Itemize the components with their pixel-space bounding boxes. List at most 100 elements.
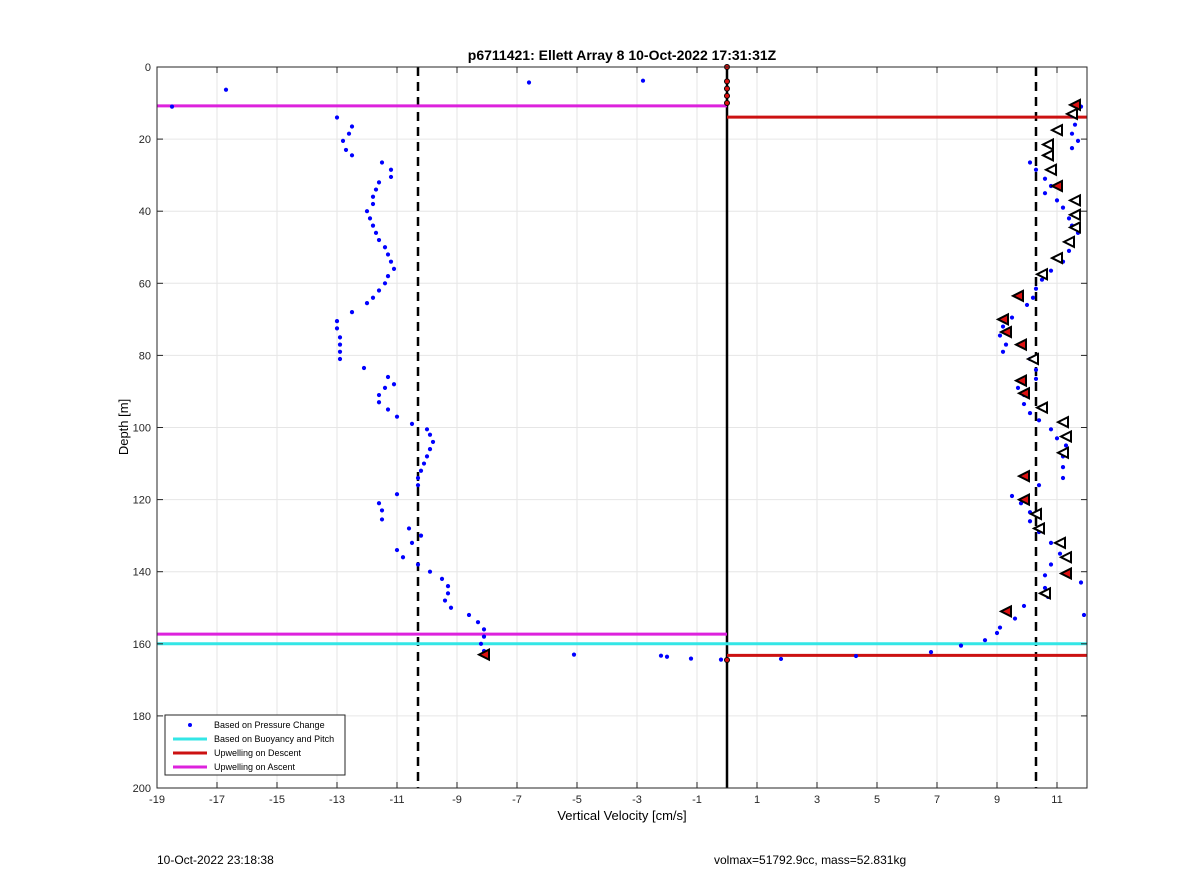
pressure-change-point: [343, 147, 349, 153]
y-tick-label: 200: [133, 783, 151, 795]
footer-volmax-mass: volmax=51792.9cc, mass=52.831kg: [714, 853, 907, 867]
y-tick-label: 60: [139, 278, 151, 290]
horizontal-lines: [157, 104, 1087, 657]
footer-timestamp: 10-Oct-2022 23:18:38: [157, 853, 274, 867]
pressure-change-point: [1021, 603, 1027, 609]
descent-triangle-filled: [1013, 374, 1027, 388]
surface-marker: [724, 92, 730, 99]
descent-triangle: [1052, 536, 1066, 550]
descent-triangle: [1055, 446, 1069, 460]
pressure-change-point: [418, 468, 424, 473]
pressure-change-point: [361, 365, 367, 371]
descent-triangle: [1037, 586, 1051, 600]
pressure-change-point: [346, 131, 352, 136]
x-tick-label: -1: [692, 794, 702, 806]
descent-triangle: [1061, 235, 1075, 249]
pressure-change-point: [481, 627, 487, 632]
descent-triangle-filled: [1010, 289, 1024, 303]
pressure-change-point: [1054, 198, 1060, 203]
pressure-change-point: [688, 656, 694, 661]
x-tick-label: -9: [452, 794, 462, 806]
pressure-change-point: [1042, 176, 1048, 181]
descent-triangle: [1058, 550, 1072, 564]
pressure-change-point: [658, 653, 664, 658]
pressure-change-points: [169, 78, 1087, 662]
y-tick-label: 20: [139, 134, 151, 146]
x-tick-label: 3: [814, 794, 820, 806]
x-tick-label: -13: [329, 794, 345, 806]
pressure-change-point: [958, 643, 964, 648]
x-tick-label: 7: [934, 794, 940, 806]
pressure-change-point: [778, 656, 784, 662]
y-tick-label: 180: [133, 711, 151, 723]
legend-swatch-dot: [188, 723, 192, 727]
x-tick-label: -7: [512, 794, 522, 806]
pressure-change-point: [349, 124, 355, 129]
descent-triangle-filled: [995, 312, 1009, 326]
y-tick-label: 40: [139, 206, 151, 218]
pressure-change-point: [445, 591, 451, 596]
legend-label: Upwelling on Ascent: [214, 762, 296, 772]
descent-triangle: [1049, 123, 1063, 137]
pressure-change-point: [376, 237, 382, 243]
pressure-change-point: [382, 385, 388, 390]
descent-triangle: [1064, 107, 1078, 121]
pressure-change-point: [430, 439, 436, 445]
descent-triangle: [1040, 137, 1054, 152]
pressure-change-point: [376, 501, 382, 506]
y-tick-label: 80: [139, 350, 151, 362]
x-tick-label: 9: [994, 794, 1000, 806]
x-tick-label: -11: [389, 794, 404, 806]
pressure-change-point: [1048, 268, 1054, 273]
pressure-change-point: [376, 392, 382, 398]
pressure-change-point: [1033, 167, 1039, 172]
pressure-change-point: [1036, 418, 1042, 423]
pressure-change-point: [1078, 580, 1084, 585]
pressure-change-point: [394, 414, 400, 419]
pressure-change-point: [1066, 248, 1072, 253]
x-tick-label: -19: [149, 794, 165, 806]
pressure-change-point: [1033, 376, 1039, 381]
pressure-change-point: [1012, 616, 1018, 621]
pressure-change-point: [997, 625, 1003, 630]
pressure-change-point: [442, 598, 448, 603]
pressure-change-point: [526, 80, 532, 85]
legend-label: Upwelling on Descent: [214, 748, 302, 758]
pressure-change-point: [388, 174, 394, 180]
pressure-change-point: [415, 483, 421, 488]
pressure-change-point: [1000, 324, 1006, 329]
pressure-change-point: [478, 641, 484, 646]
pressure-change-point: [1039, 277, 1045, 282]
pressure-change-point: [373, 230, 379, 235]
pressure-change-point: [1033, 286, 1039, 291]
pressure-change-point: [439, 576, 445, 582]
pressure-change-point: [376, 400, 382, 405]
surface-marker: [724, 85, 730, 92]
pressure-change-point: [1072, 122, 1078, 127]
pressure-change-point: [376, 288, 382, 293]
descent-triangle: [1031, 521, 1045, 536]
pressure-change-point: [370, 223, 376, 228]
pressure-change-point: [409, 421, 415, 426]
pressure-change-point: [385, 407, 391, 412]
pressure-change-point: [376, 180, 382, 185]
pressure-change-point: [382, 245, 388, 250]
pressure-change-point: [994, 630, 1000, 636]
y-tick-label: 0: [145, 62, 151, 74]
pressure-change-point: [1033, 367, 1039, 372]
descent-triangle-filled: [1013, 337, 1027, 352]
pressure-change-point: [997, 333, 1003, 338]
pressure-change-point: [334, 326, 340, 331]
x-tick-label: 5: [874, 794, 880, 806]
pressure-change-point: [337, 335, 343, 340]
descent-triangle-filled: [998, 325, 1012, 339]
pressure-change-point: [1042, 573, 1048, 578]
pressure-change-point: [427, 569, 433, 574]
pressure-change-point: [379, 508, 385, 513]
pressure-change-point: [169, 104, 175, 109]
pressure-change-point: [1000, 349, 1006, 354]
y-tick-label: 140: [133, 567, 151, 579]
pressure-change-point: [1048, 540, 1054, 545]
pressure-change-point: [364, 301, 370, 306]
pressure-change-point: [1009, 493, 1015, 499]
